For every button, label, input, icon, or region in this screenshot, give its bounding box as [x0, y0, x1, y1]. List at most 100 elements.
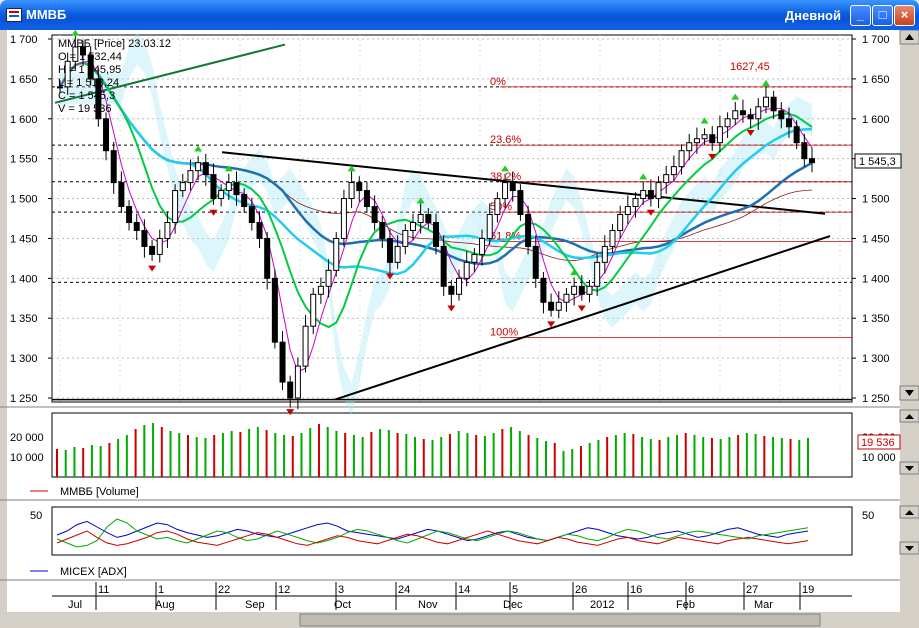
y-tick-right: 1 350 [862, 313, 890, 325]
y-tick-right: 1 700 [862, 34, 890, 46]
price-legend: ММВБ [Price] 23.03.12 O = 1 532,44 H = 1… [58, 38, 171, 115]
month-label: Nov [418, 599, 438, 611]
month-label: Oct [334, 599, 351, 611]
candle-body [302, 325, 309, 367]
sell-arrow-icon [286, 409, 295, 416]
candle-body [241, 194, 248, 208]
candle-body [294, 365, 301, 399]
legend-high: H = 1 545,95 [58, 64, 121, 76]
adx-series-line [56, 520, 809, 542]
candle-body [187, 170, 194, 184]
candle-body [586, 285, 593, 295]
candle-body [172, 190, 179, 223]
adx-scroll-up-icon[interactable] [899, 505, 919, 519]
candle-body [525, 214, 532, 247]
candle-body [601, 245, 608, 263]
y-tick-right: 1 450 [862, 233, 890, 245]
day-label: 19 [802, 584, 814, 596]
buy-arrow-icon [501, 165, 510, 172]
volume-scroll-up-icon[interactable] [899, 409, 919, 423]
buy-arrow-icon [639, 173, 648, 180]
candle-body [762, 96, 769, 108]
chart-frame [0, 30, 919, 628]
volume-current: 19 536 [861, 437, 895, 449]
candle-body [386, 237, 393, 263]
candle-body [617, 214, 624, 231]
y-tick-left: 1 400 [10, 273, 38, 285]
candle-body [571, 285, 578, 295]
candle-body [709, 134, 716, 144]
y-tick-left: 1 300 [10, 353, 38, 365]
channel-trendline [54, 43, 286, 104]
candle-body [809, 158, 815, 164]
y-tick-right: 1 600 [862, 114, 890, 126]
candle-body [555, 301, 562, 311]
day-label: 1 [158, 584, 164, 596]
maximize-button[interactable]: □ [872, 5, 893, 26]
buy-arrow-icon [224, 165, 233, 172]
candle-body [271, 277, 278, 343]
candle-body [202, 162, 209, 176]
candle-body [624, 206, 631, 216]
candle-body [126, 206, 133, 223]
day-label: 16 [630, 584, 642, 596]
title-bar[interactable]: ММВБ Дневной _ □ × [0, 0, 919, 30]
peak-label: 1627,45 [730, 61, 770, 73]
window-title: ММВБ [26, 7, 67, 22]
adx-legend: MICEX [ADX] [30, 566, 127, 578]
candle-body [724, 118, 731, 128]
day-label: 22 [218, 584, 230, 596]
candle-body [156, 237, 163, 255]
last-price-value: 1 545,3 [859, 156, 896, 168]
candle-body [732, 110, 739, 120]
volume-scroll-down-icon[interactable] [899, 461, 919, 475]
month-label: 2012 [590, 599, 614, 611]
candle-body [548, 301, 555, 311]
candle-body [195, 162, 202, 172]
candle-body [356, 182, 363, 192]
close-button[interactable]: × [894, 5, 915, 26]
candle-body [540, 277, 547, 303]
candle-body [256, 221, 263, 239]
buy-arrow-icon [700, 117, 709, 124]
candle-body [80, 46, 87, 56]
volume-legend: ММВБ [Volume] 19 536 [30, 434, 901, 498]
candle-body [517, 190, 524, 216]
candle-body [632, 198, 639, 208]
candle-body [785, 118, 792, 128]
minimize-button[interactable]: _ [850, 5, 871, 26]
candle-body [440, 245, 447, 287]
scroll-up-icon[interactable] [899, 30, 919, 45]
y-tick-left: 1 600 [10, 114, 38, 126]
candle-body [578, 285, 585, 295]
month-label: Aug [155, 599, 175, 611]
candle-body [448, 285, 455, 295]
sell-arrow-icon [708, 153, 717, 160]
candle-body [425, 214, 432, 223]
volume-label: ММВБ [Volume] [60, 486, 139, 498]
candle-body [279, 341, 286, 383]
day-label: 11 [98, 584, 109, 596]
buy-arrow-icon [416, 197, 425, 204]
candle-body [402, 229, 409, 247]
sell-arrow-icon [746, 129, 755, 136]
buy-arrow-icon [194, 145, 203, 152]
chart-app-icon [6, 8, 22, 22]
legend-low: L = 1 518,24 [58, 77, 119, 89]
candle-body [494, 198, 501, 216]
fib-label: 23.6% [490, 134, 521, 146]
day-label: 12 [278, 584, 290, 596]
scroll-down-icon[interactable] [899, 385, 919, 401]
candle-body [417, 214, 424, 223]
adx-scroll-down-icon[interactable] [899, 541, 919, 555]
candle-body [103, 118, 110, 152]
candle-body [110, 150, 117, 184]
candle-body [479, 237, 486, 255]
candle-body [471, 253, 478, 263]
candle-body [716, 126, 723, 144]
day-label: 5 [512, 584, 518, 596]
candle-body [248, 206, 255, 223]
candle-body [340, 198, 347, 239]
y-tick-left: 1 350 [10, 313, 38, 325]
